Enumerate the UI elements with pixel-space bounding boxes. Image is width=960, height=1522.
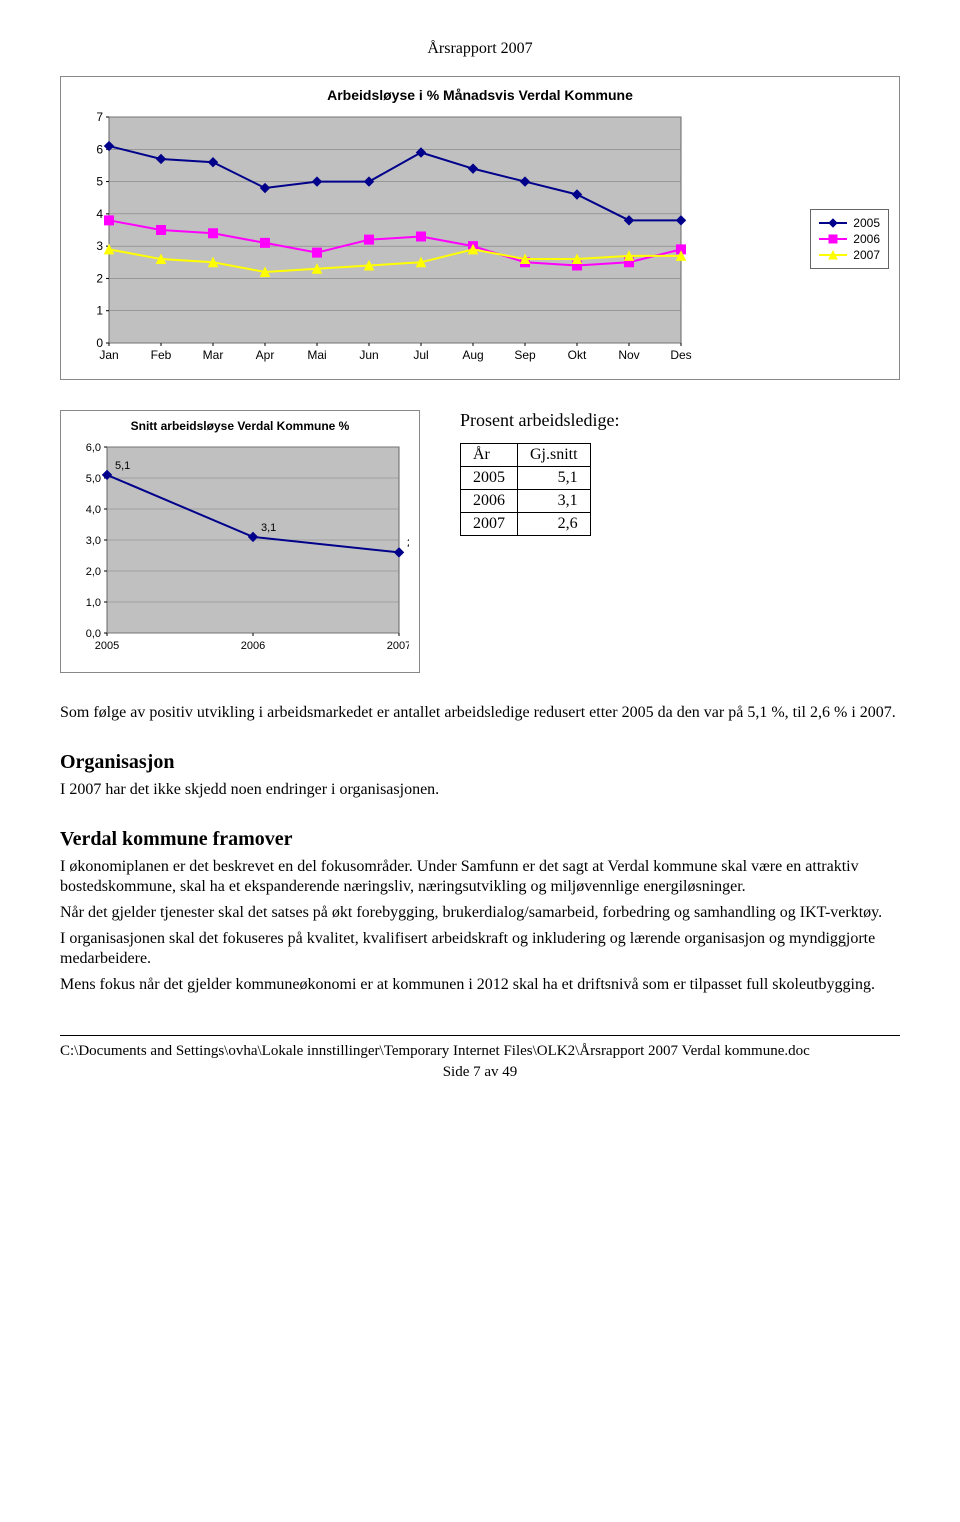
table-header: År — [461, 444, 518, 467]
svg-text:Aug: Aug — [462, 348, 483, 362]
average-unemployment-chart: Snitt arbeidsløyse Verdal Kommune % 0,0 1… — [60, 410, 420, 673]
svg-text:Feb: Feb — [151, 348, 172, 362]
svg-text:3,1: 3,1 — [261, 522, 276, 534]
svg-text:1,0: 1,0 — [86, 597, 101, 609]
svg-text:Sep: Sep — [514, 348, 536, 362]
svg-text:2,6: 2,6 — [407, 537, 409, 549]
legend-item: 2007 — [819, 248, 880, 262]
svg-text:2005: 2005 — [95, 640, 119, 652]
svg-text:6,0: 6,0 — [86, 442, 101, 454]
svg-text:Jun: Jun — [359, 348, 378, 362]
table-row: 2006 3,1 — [461, 490, 591, 513]
chart2-title: Snitt arbeidsløyse Verdal Kommune % — [69, 419, 411, 433]
side-info: Prosent arbeidsledige: År Gj.snitt 2005 … — [460, 410, 619, 536]
page-header: Årsrapport 2007 — [60, 40, 900, 58]
svg-text:Okt: Okt — [568, 348, 587, 362]
paragraph: I økonomiplanen er det beskrevet en del … — [60, 857, 900, 897]
svg-text:4: 4 — [96, 207, 103, 221]
footer-path: C:\Documents and Settings\ovha\Lokale in… — [60, 1042, 900, 1060]
legend-item: 2006 — [819, 232, 880, 246]
intro-paragraph: Som følge av positiv utvikling i arbeids… — [60, 703, 900, 723]
legend-label: 2006 — [853, 232, 880, 246]
paragraph: I 2007 har det ikke skjedd noen endringe… — [60, 780, 900, 800]
svg-text:5: 5 — [96, 175, 103, 189]
table-header: Gj.snitt — [518, 444, 591, 467]
section-framover: Verdal kommune framover — [60, 828, 900, 851]
svg-text:7: 7 — [96, 110, 103, 124]
svg-text:Mar: Mar — [203, 348, 224, 362]
svg-text:Des: Des — [670, 348, 691, 362]
svg-text:3: 3 — [96, 239, 103, 253]
footer-divider — [60, 1035, 900, 1036]
page-footer: C:\Documents and Settings\ovha\Lokale in… — [60, 1035, 900, 1081]
svg-text:Jul: Jul — [413, 348, 428, 362]
svg-text:2: 2 — [96, 271, 103, 285]
svg-text:Jan: Jan — [99, 348, 118, 362]
paragraph: I organisasjonen skal det fokuseres på k… — [60, 929, 900, 969]
legend-label: 2007 — [853, 248, 880, 262]
svg-text:5,0: 5,0 — [86, 473, 101, 485]
paragraph: Mens fokus når det gjelder kommuneøkonom… — [60, 975, 900, 995]
svg-text:4,0: 4,0 — [86, 504, 101, 516]
chart1-plot: 01234567JanFebMarAprMaiJunJulAugSepOktNo… — [71, 109, 800, 369]
side-heading: Prosent arbeidsledige: — [460, 410, 619, 431]
svg-text:3,0: 3,0 — [86, 535, 101, 547]
svg-text:2007: 2007 — [387, 640, 409, 652]
svg-text:2006: 2006 — [241, 640, 265, 652]
chart1-title: Arbeidsløyse i % Månadsvis Verdal Kommun… — [71, 87, 889, 103]
monthly-unemployment-chart: Arbeidsløyse i % Månadsvis Verdal Kommun… — [60, 76, 900, 380]
paragraph: Når det gjelder tjenester skal det satse… — [60, 903, 900, 923]
svg-text:5,1: 5,1 — [115, 460, 130, 472]
svg-text:2,0: 2,0 — [86, 566, 101, 578]
table-row: 2005 5,1 — [461, 467, 591, 490]
svg-text:Apr: Apr — [256, 348, 275, 362]
chart1-legend: 2005 2006 2007 — [810, 209, 889, 269]
table-row: 2007 2,6 — [461, 513, 591, 536]
chart2-plot: 0,0 1,0 2,0 3,0 4,0 5,0 6,0 2005 2006 2007 5,1 3,1 2… — [69, 439, 409, 659]
svg-text:0,0: 0,0 — [86, 628, 101, 640]
average-table: År Gj.snitt 2005 5,1 2006 3,1 2007 2,6 — [460, 443, 591, 536]
svg-text:Mai: Mai — [307, 348, 326, 362]
legend-label: 2005 — [853, 216, 880, 230]
footer-pagenum: Side 7 av 49 — [60, 1064, 900, 1081]
legend-item: 2005 — [819, 216, 880, 230]
section-organisasjon: Organisasjon — [60, 751, 900, 774]
svg-text:1: 1 — [96, 304, 103, 318]
svg-text:Nov: Nov — [618, 348, 639, 362]
svg-text:6: 6 — [96, 142, 103, 156]
